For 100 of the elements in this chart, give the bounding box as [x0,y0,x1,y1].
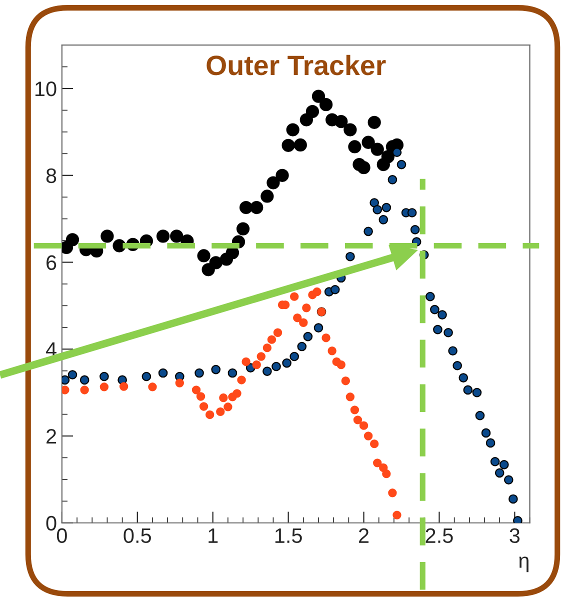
point [239,200,253,214]
point [513,516,522,523]
point [100,382,109,392]
point [194,368,204,378]
point [199,402,208,411]
point [426,292,435,302]
point [299,318,308,327]
x-tick-label: 1.5 [275,528,302,544]
point [293,313,302,322]
point [388,488,397,498]
point [463,385,473,395]
point [302,304,311,312]
point [252,360,261,370]
point [314,323,324,333]
point [392,148,402,158]
point [256,352,266,361]
point [382,202,392,212]
point [430,304,440,314]
point [382,469,391,478]
point [100,230,114,243]
point [66,233,80,246]
point [312,287,322,296]
point [378,215,388,224]
point [196,392,206,401]
point [175,378,184,388]
point [458,373,468,382]
point [494,468,504,478]
point [286,123,300,136]
point [242,357,250,366]
x-tick-label: 2.5 [426,528,453,544]
point [216,407,225,416]
point [364,226,373,236]
x-tick-label: 3 [510,528,520,544]
point [158,368,168,378]
point [282,138,295,152]
point [396,160,406,170]
point [62,386,70,394]
point [219,393,228,402]
point [499,460,509,470]
point [350,406,360,414]
point [250,200,264,214]
y-tick-label: 10 [35,82,56,96]
point [388,175,398,184]
point [306,104,320,118]
point [353,416,362,424]
point [486,438,496,448]
y-tick-label: 2 [46,429,56,444]
point [364,432,373,440]
point [334,114,348,128]
point [410,225,420,234]
point [322,333,330,342]
point [211,364,221,374]
point [444,328,453,338]
point [357,160,370,174]
point [433,324,442,334]
point [381,150,394,164]
point [370,439,379,448]
x-tick-label: 2 [359,528,369,543]
point [119,382,128,391]
point [341,376,350,386]
point [228,368,238,378]
point [80,386,89,394]
y-tick-label: 8 [46,168,56,184]
y-tick-label: 6 [46,255,56,270]
point [297,342,307,352]
point [370,142,384,156]
point [262,366,272,376]
point [236,222,250,236]
point [448,346,458,356]
point [504,475,514,485]
point [481,428,491,438]
point [472,388,482,398]
point [392,510,402,520]
point [328,346,336,356]
point [346,392,355,402]
point [359,421,368,430]
point [508,494,518,504]
y-tick-label: 0 [46,516,56,531]
point [336,360,346,370]
point [290,352,300,362]
point [266,176,280,190]
point [346,252,355,262]
point [282,358,292,368]
point [348,140,362,154]
point [262,343,272,352]
point [232,389,242,398]
x-tick-label: 0.5 [124,528,151,544]
point [237,376,246,384]
point [319,98,333,112]
point [330,284,340,294]
x-axis-title: η [519,556,528,572]
point [272,362,281,372]
point [490,456,500,466]
point [209,256,222,270]
point [197,249,210,262]
x-tick-label: 0 [56,528,67,544]
point [273,328,282,337]
point [205,410,214,420]
point [372,458,382,468]
point [267,335,276,344]
